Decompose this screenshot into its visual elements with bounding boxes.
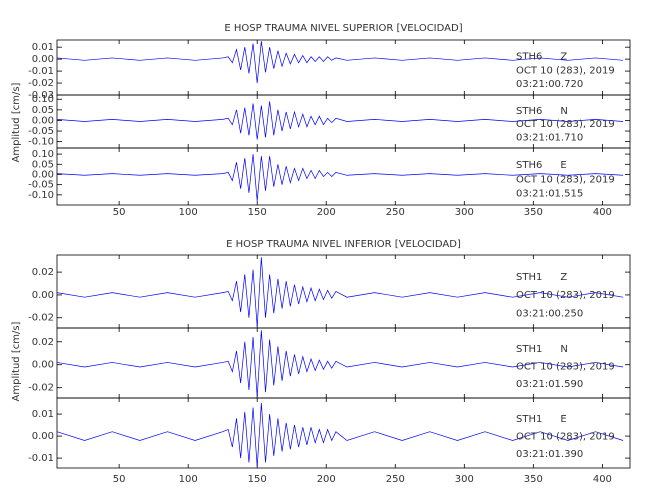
station: STH1: [516, 344, 542, 355]
component: E: [560, 160, 566, 171]
x-tick-label: 250: [386, 474, 405, 485]
date-label: OCT 10 (283), 2019: [516, 65, 615, 76]
y-tick-label: 0.00: [32, 431, 54, 442]
y-axis-label: Amplitud [cm/s]: [11, 82, 22, 162]
y-tick-label: 0.00: [32, 115, 54, 126]
y-tick-label: -0.05: [28, 180, 54, 191]
y-tick-label: -0.01: [28, 453, 54, 464]
time-label: 03:21:00.720: [516, 79, 583, 90]
date-label: OCT 10 (283), 2019: [516, 432, 615, 443]
y-tick-label: -0.01: [28, 66, 54, 77]
waveform: [56, 330, 624, 397]
date-label: OCT 10 (283), 2019: [516, 119, 615, 130]
panel-title: E HOSP TRAUMA NIVEL INFERIOR [VELOCIDAD]: [226, 239, 461, 250]
waveform: [56, 101, 624, 140]
y-tick-label: 0.00: [32, 54, 54, 65]
y-tick-label: -0.03: [28, 90, 54, 101]
y-tick-label: -0.10: [28, 137, 54, 148]
station-label: STH6 N: [516, 106, 568, 117]
x-tick-label: 300: [455, 207, 474, 218]
station-label: STH1 E: [516, 414, 567, 425]
x-tick-label: 400: [593, 207, 612, 218]
y-axis-label: Amplitud [cm/s]: [11, 321, 22, 401]
y-tick-label: -0.05: [28, 126, 54, 137]
waveform: [56, 403, 624, 467]
x-tick-label: 300: [455, 474, 474, 485]
y-tick-label: 0.01: [32, 409, 54, 420]
time-label: 03:21:01.590: [516, 379, 583, 390]
station: STH1: [516, 272, 542, 283]
x-tick-label: 150: [248, 474, 267, 485]
y-tick-label: -0.02: [28, 78, 54, 89]
time-label: 03:21:00.250: [516, 308, 583, 319]
x-tick-label: 100: [179, 207, 198, 218]
x-tick-label: 150: [248, 207, 267, 218]
x-tick-label: 350: [524, 474, 543, 485]
station: STH6: [516, 160, 542, 171]
date-label: OCT 10 (283), 2019: [516, 290, 615, 301]
y-tick-label: 0.02: [32, 267, 54, 278]
time-label: 03:21:01.515: [516, 189, 583, 200]
y-tick-label: 0.02: [32, 337, 54, 348]
station: STH6: [516, 52, 542, 63]
time-label: 03:21:01.390: [516, 449, 583, 460]
x-tick-label: 200: [317, 207, 336, 218]
x-tick-label: 200: [317, 474, 336, 485]
x-tick-label: 400: [593, 474, 612, 485]
y-tick-label: 0.00: [32, 169, 54, 180]
trace-frame: [56, 147, 631, 206]
date-label: OCT 10 (283), 2019: [516, 362, 615, 373]
station: STH1: [516, 414, 542, 425]
y-tick-label: 0.01: [32, 42, 54, 53]
station-label: STH1 Z: [516, 272, 567, 283]
time-label: 03:21:01.710: [516, 132, 583, 143]
y-tick-label: 0.00: [32, 360, 54, 371]
station: STH6: [516, 106, 542, 117]
x-tick-label: 50: [113, 207, 126, 218]
waveform: [56, 41, 624, 84]
component: E: [560, 414, 566, 425]
trace-frame: [56, 397, 631, 469]
y-tick-label: 0.05: [32, 105, 54, 116]
station-label: STH6 Z: [516, 52, 567, 63]
component: N: [560, 106, 567, 117]
date-label: OCT 10 (283), 2019: [516, 174, 615, 185]
station-label: STH1 N: [516, 344, 568, 355]
component: Z: [560, 272, 567, 283]
component: N: [560, 344, 567, 355]
y-tick-label: 0.10: [32, 94, 54, 105]
waveform: [56, 257, 624, 327]
y-tick-label: -0.02: [28, 383, 54, 394]
y-tick-label: 0.05: [32, 159, 54, 170]
x-tick-label: 250: [386, 207, 405, 218]
y-tick-label: 0.10: [32, 149, 54, 160]
y-tick-label: -0.10: [28, 190, 54, 201]
x-tick-label: 50: [113, 474, 126, 485]
x-tick-label: 350: [524, 207, 543, 218]
panel-title: E HOSP TRAUMA NIVEL SUPERIOR [VELOCIDAD]: [224, 23, 462, 34]
component: Z: [560, 52, 567, 63]
station-label: STH6 E: [516, 160, 567, 171]
x-tick-label: 100: [179, 474, 198, 485]
y-tick-label: -0.02: [28, 313, 54, 324]
waveform: [56, 154, 624, 201]
y-tick-label: 0.00: [32, 290, 54, 301]
